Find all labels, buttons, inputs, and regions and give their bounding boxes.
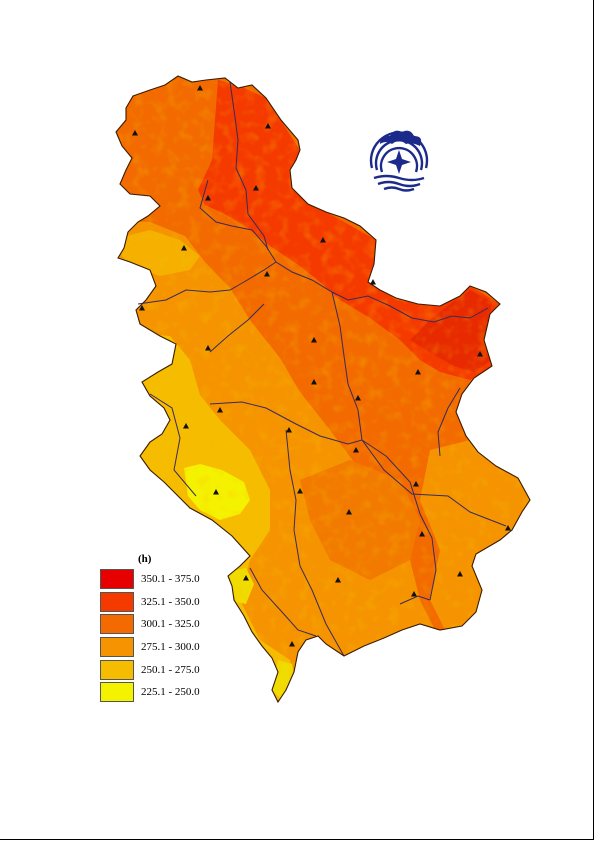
station-triangle-icon	[264, 271, 270, 277]
legend-row: 300.1 - 325.0	[100, 613, 200, 636]
station-triangle-icon	[205, 345, 211, 351]
legend: (h) 350.1 - 375.0 325.1 - 350.0 300.1 - 32…	[100, 552, 200, 704]
legend-row: 325.1 - 350.0	[100, 591, 200, 614]
river-tisa	[229, 81, 269, 251]
station-triangle-icon	[415, 369, 421, 375]
station-triangle-icon	[346, 509, 352, 515]
station-triangle-icon	[253, 185, 259, 191]
logo-wave-2	[377, 180, 421, 188]
rivers	[137, 81, 507, 657]
legend-label: 300.1 - 325.0	[141, 618, 200, 631]
station-triangle-icon	[289, 641, 295, 647]
river-pcinja	[399, 595, 431, 605]
river-sava	[137, 261, 277, 305]
legend-label: 275.1 - 300.0	[141, 641, 200, 654]
river-danube	[199, 179, 489, 323]
legend-label: 350.1 - 375.0	[141, 573, 200, 586]
station-triangle-icon	[411, 591, 417, 597]
station-triangle-icon	[217, 407, 223, 413]
institute-logo-icon	[369, 130, 429, 192]
station-triangle-icon	[355, 395, 361, 401]
legend-swatch	[100, 569, 134, 590]
legend-row: 275.1 - 300.0	[100, 636, 200, 659]
station-triangle-icon	[132, 130, 138, 136]
station-triangle-icon	[320, 237, 326, 243]
station-triangle-icon	[297, 488, 303, 494]
river-timok	[437, 387, 461, 457]
legend-swatch	[100, 682, 134, 703]
station-triangle-icon	[181, 245, 187, 251]
legend-title: (h)	[138, 553, 152, 565]
river-south-branch	[249, 567, 317, 637]
legend-swatch	[100, 614, 134, 635]
logo-wave-1	[373, 174, 425, 182]
station-triangle-icon	[335, 577, 341, 583]
legend-swatch	[100, 659, 134, 680]
river-morava	[331, 291, 437, 601]
station-triangle-icon	[370, 279, 376, 285]
river-west-morava	[209, 401, 363, 445]
river-south-morava	[361, 439, 507, 527]
station-triangle-icon	[311, 337, 317, 343]
legend-swatch	[100, 637, 134, 658]
legend-row: 225.1 - 250.0	[100, 681, 200, 704]
station-triangle-icon	[413, 481, 419, 487]
logo-compass-star	[387, 150, 411, 174]
station-triangle-icon	[213, 489, 219, 495]
station-triangle-icon	[197, 85, 203, 91]
legend-row: 350.1 - 375.0	[100, 568, 200, 591]
station-triangle-icon	[205, 195, 211, 201]
legend-label: 225.1 - 250.0	[141, 686, 200, 699]
river-kolubara	[209, 303, 265, 353]
river-drina	[149, 393, 197, 497]
station-triangle-icon	[286, 427, 292, 433]
legend-swatch	[100, 591, 134, 612]
logo-ring-3	[379, 146, 419, 173]
legend-row: 250.1 - 275.0	[100, 658, 200, 681]
logo-cloud	[380, 130, 422, 146]
river-ibar	[285, 429, 345, 657]
station-triangle-icon	[457, 571, 463, 577]
station-triangle-icon	[505, 525, 511, 531]
station-triangle-icon	[419, 531, 425, 537]
serbia-border	[115, 75, 531, 704]
legend-label: 250.1 - 275.0	[141, 663, 200, 676]
station-triangle-icon	[183, 423, 189, 429]
legend-label: 325.1 - 350.0	[141, 595, 200, 608]
weather-stations	[132, 85, 511, 647]
logo-wave-3	[383, 186, 415, 192]
station-triangle-icon	[477, 351, 483, 357]
station-triangle-icon	[139, 305, 145, 311]
station-triangle-icon	[265, 123, 271, 129]
station-triangle-icon	[311, 379, 317, 385]
station-triangle-icon	[243, 575, 249, 581]
station-triangle-icon	[353, 447, 359, 453]
